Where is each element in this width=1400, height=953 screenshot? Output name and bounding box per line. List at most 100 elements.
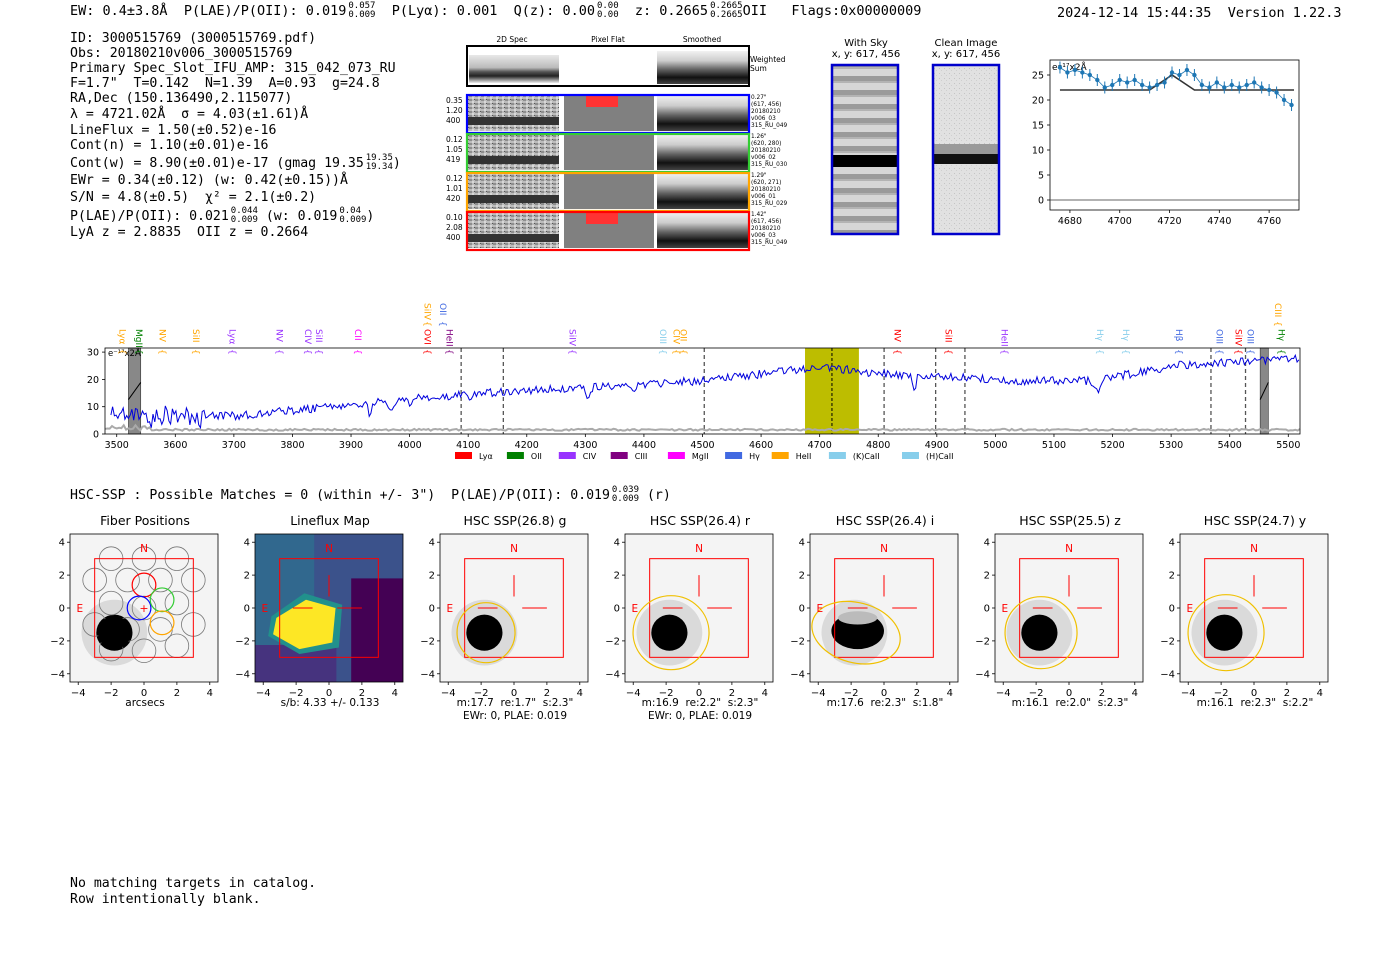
line-label: HeII <box>444 329 454 347</box>
zoom-series-line <box>1059 67 1292 106</box>
full-xtick-label: 4300 <box>573 440 597 451</box>
row-bad-pixel <box>586 212 618 224</box>
legend-swatch <box>667 452 685 459</box>
row-val: 0.35 <box>446 96 463 105</box>
header-date-version: 2024-12-14 15:44:35 Version 1.22.3 <box>1057 5 1342 21</box>
panel-ytick: 0 <box>1169 604 1175 615</box>
full-xtick-label: 4800 <box>866 440 890 451</box>
col-header-2dspec: 2D Spec <box>496 35 528 44</box>
hsc-line: HSC-SSP : Possible Matches = 0 (within +… <box>70 488 610 503</box>
footer-line2: Row intentionally blank. <box>70 891 261 907</box>
full-xtick-label: 4400 <box>632 440 656 451</box>
row-val: 0.12 <box>446 174 463 183</box>
legend-label: HeII <box>796 452 812 461</box>
legend-label: Hγ <box>749 452 760 461</box>
source-blob <box>651 614 688 651</box>
panel-xtick: 0 <box>881 688 887 699</box>
header-date: 2024-12-14 15:44:35 <box>1057 5 1212 21</box>
panel-ytick: 4 <box>1169 538 1175 549</box>
panel-xtick: 4 <box>1317 688 1323 699</box>
line-label-brace: { <box>998 349 1008 355</box>
row-info: 315_RU_030 <box>751 162 788 168</box>
east-label: E <box>262 603 269 615</box>
full-ytick-label: 10 <box>87 402 99 413</box>
lineflux-peak <box>273 599 336 650</box>
line-label-brace: { <box>313 349 323 355</box>
header-summary: EW: 0.4±3.8Å P(LAE)/P(OII): 0.019 0.057 0.… <box>70 2 921 20</box>
legend-label: (K)CaII <box>853 452 880 461</box>
header-plae-hi: 0.057 <box>348 1 376 11</box>
full-ytick-label: 0 <box>93 430 99 441</box>
panel-image: N E −4 −4 −2 −2 0 0 2 2 4 4 <box>975 533 1144 699</box>
legend-swatch <box>558 452 576 459</box>
legend-label: OII <box>531 452 542 461</box>
row-info: (617, 456) <box>751 102 781 108</box>
header-plya: P(Lyα): 0.001 <box>391 3 498 19</box>
line-label: CII <box>352 329 362 341</box>
panel-image: N E −4 −4 −2 −2 0 0 2 2 4 4 <box>605 533 774 699</box>
panel-xtick: 4 <box>392 688 398 699</box>
sky-frame <box>830 63 900 236</box>
line-label: SiII <box>190 329 200 343</box>
line-label: NV <box>892 329 902 343</box>
source-blob <box>466 614 503 651</box>
line-label: OVI <box>421 329 431 345</box>
row-2dspec <box>468 212 559 248</box>
panel-ytick: 4 <box>799 538 805 549</box>
hsc-band: (r) <box>646 488 671 503</box>
panel-ytick: 2 <box>614 571 620 582</box>
legend-swatch <box>610 452 628 459</box>
line-label: Hβ <box>1173 329 1183 342</box>
line-label: SiIV <box>421 303 431 321</box>
panel-footer-1: m:17.6 re:2.3" s:1.8" <box>826 697 944 709</box>
row-info: 1.26" <box>751 134 767 140</box>
fiber-circle <box>131 638 157 663</box>
info-lambda: λ = 4721.02Å σ = 4.03(±1.61)Å <box>70 107 309 122</box>
full-xtick-label: 5000 <box>983 440 1007 451</box>
line-label-brace: { <box>421 321 431 327</box>
line-label-brace: { <box>1233 349 1243 355</box>
sky-title: With Sky <box>844 38 888 49</box>
header-plae-lo: 0.009 <box>348 10 376 20</box>
row-info: 1.42" <box>751 212 767 218</box>
zoom-ytick-label: 15 <box>1032 121 1044 132</box>
row-info: 20180210 <box>751 187 781 193</box>
row-val: 1.01 <box>446 184 463 193</box>
header-z-hi: 0.2665 <box>710 1 743 11</box>
aperture-ellipse <box>1187 594 1265 672</box>
source-blob <box>1021 614 1058 651</box>
header-qz-lo: 0.00 <box>596 10 619 20</box>
aperture-box <box>834 558 934 658</box>
row-info: (617, 456) <box>751 219 781 225</box>
line-label-brace: { <box>1275 349 1285 355</box>
north-label: N <box>1250 543 1258 555</box>
zoom-ytick-label: 25 <box>1032 71 1044 82</box>
row-info: 20180210 <box>751 109 781 115</box>
aperture-box <box>94 558 194 658</box>
image-bg <box>1180 534 1328 682</box>
row-frame <box>465 210 751 252</box>
full-unit-label: e⁻¹⁷x2Å <box>108 347 141 359</box>
panel-title: HSC SSP(25.5) z <box>1019 513 1121 528</box>
panel-ytick: 0 <box>614 604 620 615</box>
full-xtick-label: 4600 <box>749 440 773 451</box>
panel-title: Fiber Positions <box>100 513 190 528</box>
info-obs: Obs: 20180210v006_3000515769 <box>70 46 293 61</box>
panel-1: Fiber Positions + N E −4 −4 −2 −2 0 0 2 2 4 4 arcsecs <box>50 508 230 723</box>
full-axes-bg <box>105 348 1300 434</box>
line-label: CIII <box>1272 303 1282 317</box>
info-slot: Primary Spec_Slot_IFU_AMP: 315_042_073_R… <box>70 61 396 76</box>
row-val: 419 <box>446 155 461 164</box>
row-info: 1.29" <box>751 173 767 179</box>
zoom-ytick-label: 20 <box>1032 96 1044 107</box>
zoom-ytick-label: 10 <box>1032 146 1044 157</box>
east-label: E <box>817 603 824 615</box>
row-info: v006_03 <box>751 116 776 122</box>
row-info: 0.27" <box>751 95 767 101</box>
row-info: 20180210 <box>751 148 781 154</box>
panel-image: + N E −4 −4 −2 −2 0 0 2 2 4 4 <box>50 533 219 699</box>
panel-footer-1: m:16.1 re:2.0" s:2.3" <box>1011 697 1129 709</box>
line-label: OIII <box>1213 329 1223 344</box>
zoom-ytick-label: 5 <box>1038 171 1044 182</box>
